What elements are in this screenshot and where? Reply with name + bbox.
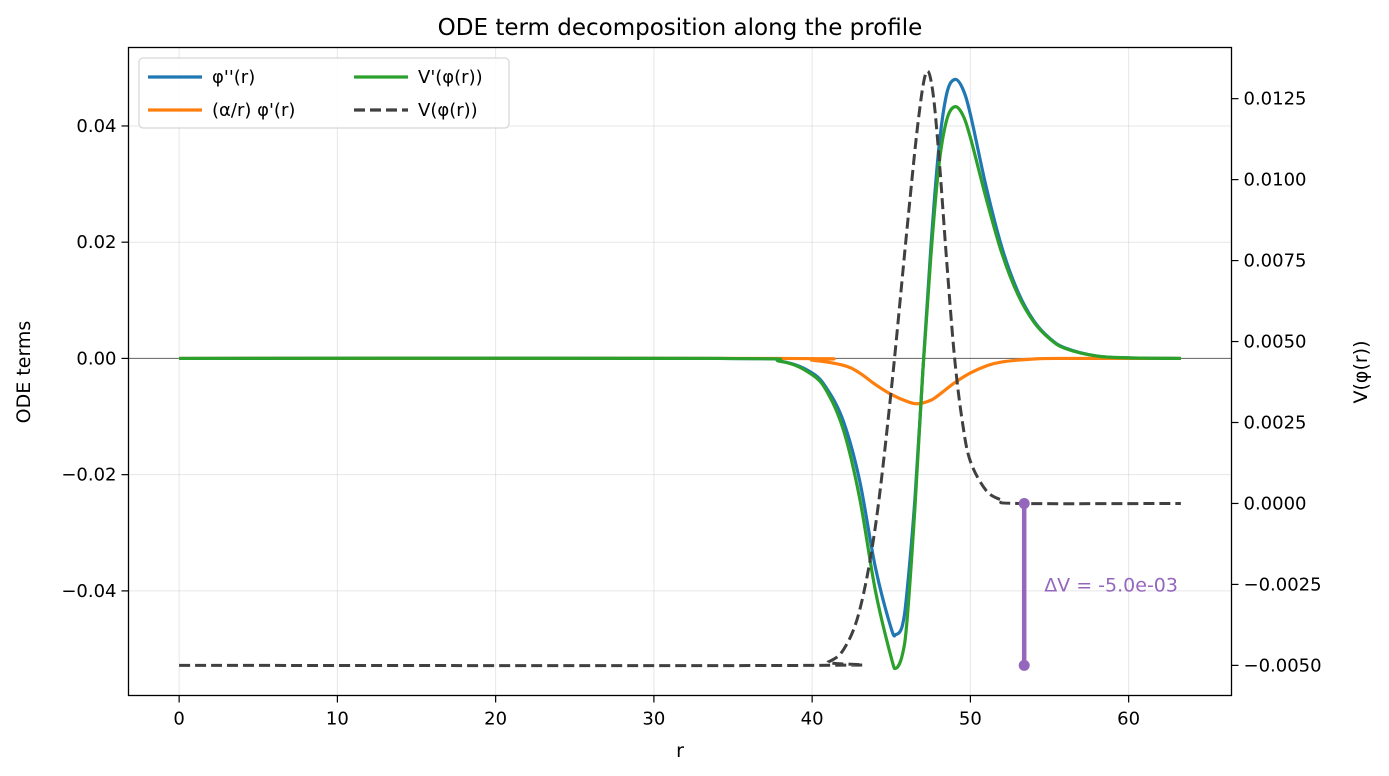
legend-label-0: φ''(r) <box>212 67 255 88</box>
x-tick-label: 40 <box>801 709 824 730</box>
delta-v-annotation: ΔV = -5.0e-03 <box>1018 497 1178 671</box>
legend-label-2: V'(φ(r)) <box>418 67 483 88</box>
y-left-tick-label: 0.04 <box>76 116 116 137</box>
y-left-axis-label: ODE terms <box>13 321 35 424</box>
y-right-tick-label: 0.0025 <box>1244 413 1307 434</box>
legend-box <box>138 57 510 129</box>
y-left-tick-label: −0.04 <box>61 581 116 602</box>
y-right-tick-label: 0.0100 <box>1244 170 1307 191</box>
delta-v-marker-top <box>1018 497 1030 509</box>
delta-v-label: ΔV = -5.0e-03 <box>1044 574 1178 596</box>
y-right-tick-label: 0.0000 <box>1244 493 1307 514</box>
y-right-tick-label: 0.0050 <box>1244 332 1307 353</box>
legend: φ''(r) (α/r) φ'(r) V'(φ(r)) V(φ(r)) <box>138 57 510 129</box>
delta-v-marker-bottom <box>1018 659 1030 671</box>
y-right-tick-label: −0.0050 <box>1244 655 1322 676</box>
y-left-tick-label: 0.00 <box>76 348 116 369</box>
x-axis-label: r <box>676 740 684 762</box>
chart-title: ODE term decomposition along the profile <box>438 15 923 41</box>
x-tick-label: 0 <box>173 709 184 730</box>
legend-label-1: (α/r) φ'(r) <box>212 100 295 121</box>
y-left-axis-ticks: 0.04 0.02 0.00 −0.02 −0.04 <box>61 116 129 602</box>
x-tick-label: 60 <box>1117 709 1140 730</box>
x-tick-label: 50 <box>959 709 982 730</box>
y-right-tick-label: 0.0075 <box>1244 251 1307 272</box>
series-line-3 <box>179 69 1181 668</box>
plot-frame <box>127 46 1233 697</box>
x-tick-label: 20 <box>484 709 507 730</box>
x-axis-ticks: 0 10 20 30 40 50 60 <box>173 695 1140 730</box>
series-line-1 <box>179 356 1181 406</box>
x-tick-label: 10 <box>326 709 349 730</box>
grid-lines <box>128 47 1232 696</box>
y-right-axis-label: V(φ(r)) <box>1350 341 1372 404</box>
series-line-2 <box>179 105 1181 671</box>
y-right-tick-label: −0.0025 <box>1244 574 1322 595</box>
y-right-axis-ticks: 0.0125 0.0100 0.0075 0.0050 0.0025 0.0000 −0.0… <box>1231 89 1322 676</box>
y-right-tick-label: 0.0125 <box>1244 89 1307 110</box>
y-left-tick-label: 0.02 <box>76 232 116 253</box>
legend-label-3: V(φ(r)) <box>418 100 478 121</box>
x-tick-label: 30 <box>642 709 665 730</box>
y-left-tick-label: −0.02 <box>61 465 116 486</box>
plot-series <box>179 69 1181 671</box>
